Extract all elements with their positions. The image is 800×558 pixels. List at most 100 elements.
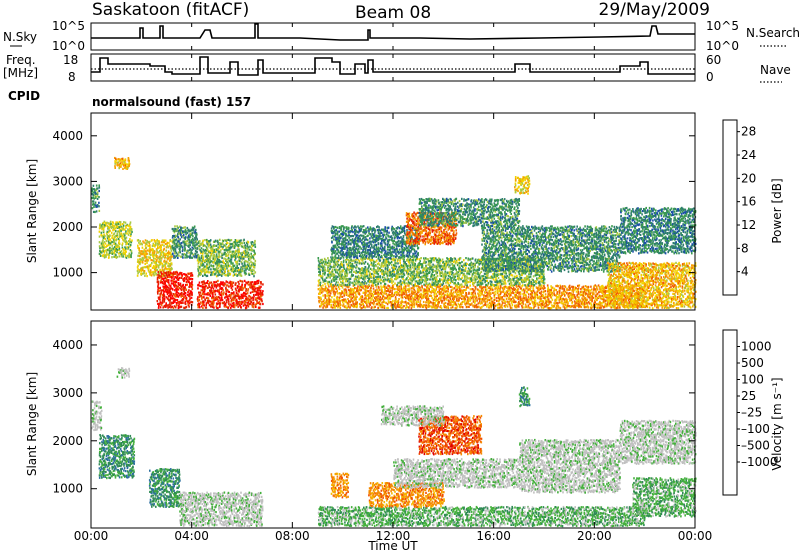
power-cell xyxy=(151,262,153,264)
nsky-label: N.Sky xyxy=(3,30,37,44)
power-cell xyxy=(342,296,344,298)
power-cell xyxy=(334,293,336,295)
power-cell xyxy=(491,300,493,302)
power-cell xyxy=(348,304,350,306)
power-cell xyxy=(259,301,261,303)
power-cell xyxy=(434,294,436,296)
power-cell xyxy=(175,276,177,278)
power-cell xyxy=(466,292,468,294)
power-cell xyxy=(169,274,171,276)
power-cell xyxy=(253,294,255,296)
power-cell xyxy=(361,307,363,309)
power-cell xyxy=(212,274,214,276)
power-cell xyxy=(428,288,430,290)
power-cell xyxy=(578,287,580,289)
power-cell xyxy=(109,235,111,237)
power-cell xyxy=(450,307,452,309)
power-cell xyxy=(400,304,402,306)
power-cell xyxy=(211,290,213,292)
power-cell xyxy=(255,306,257,308)
power-cell xyxy=(143,272,145,274)
power-cell xyxy=(176,274,178,276)
power-cell xyxy=(198,255,200,257)
power-cell xyxy=(520,293,522,295)
power-cell xyxy=(241,263,243,265)
power-cell xyxy=(518,296,520,298)
power-cell xyxy=(165,250,167,252)
power-cell xyxy=(160,281,162,283)
power-cell xyxy=(118,226,120,228)
power-cell xyxy=(445,294,447,296)
power-cell xyxy=(254,266,256,268)
power-cell xyxy=(397,303,399,305)
power-cell xyxy=(537,302,539,304)
power-cell xyxy=(382,291,384,293)
power-cell xyxy=(417,288,419,290)
power-cell xyxy=(343,282,345,284)
power-cell xyxy=(123,225,125,227)
power-cell xyxy=(125,251,127,253)
power-cell xyxy=(376,289,378,291)
power-cell xyxy=(153,265,155,267)
power-cell xyxy=(93,206,95,208)
power-cell xyxy=(585,292,587,294)
power-cell xyxy=(318,284,320,286)
power-cell xyxy=(143,257,145,259)
power-cell xyxy=(591,304,593,306)
power-cell xyxy=(142,267,144,269)
power-cell xyxy=(248,305,250,307)
power-cell xyxy=(116,244,118,246)
power-cell xyxy=(450,302,452,304)
power-cell xyxy=(98,202,100,204)
power-cell xyxy=(416,300,418,302)
power-cell xyxy=(485,300,487,302)
power-cell xyxy=(157,300,159,302)
power-cell xyxy=(232,289,234,291)
power-cell xyxy=(196,251,198,253)
power-cell xyxy=(382,304,384,306)
power-cell xyxy=(345,300,347,302)
power-cell xyxy=(347,278,349,280)
power-cell xyxy=(510,291,512,293)
power-cell xyxy=(253,297,255,299)
power-cell xyxy=(451,286,453,288)
power-cell xyxy=(169,302,171,304)
power-cell xyxy=(228,239,230,241)
power-cell xyxy=(452,298,454,300)
power-cell xyxy=(591,288,593,290)
power-cell xyxy=(401,304,403,306)
power-cell xyxy=(318,260,320,262)
power-cell xyxy=(343,303,345,305)
power-cell xyxy=(254,286,256,288)
power-cell xyxy=(480,295,482,297)
power-cell xyxy=(357,285,359,287)
power-cell xyxy=(332,269,334,271)
power-cell xyxy=(419,306,421,308)
power-cell xyxy=(161,254,163,256)
power-cell xyxy=(569,285,571,287)
power-cell xyxy=(213,288,215,290)
power-cell xyxy=(444,296,446,298)
power-cell xyxy=(190,254,192,256)
power-cell xyxy=(248,249,250,251)
power-cell xyxy=(153,274,155,276)
power-cell xyxy=(363,305,365,307)
power-cell xyxy=(206,263,208,265)
power-cell xyxy=(223,240,225,242)
power-cell xyxy=(334,274,336,276)
power-cell xyxy=(328,303,330,305)
power-cell xyxy=(322,295,324,297)
power-cell xyxy=(203,244,205,246)
power-cell xyxy=(562,293,564,295)
station-title: Saskatoon (fitACF) xyxy=(92,0,249,20)
power-cell xyxy=(125,225,127,227)
power-cell xyxy=(198,265,200,267)
power-cell xyxy=(204,266,206,268)
power-cell xyxy=(517,288,519,290)
power-cell xyxy=(494,302,496,304)
power-cell xyxy=(456,287,458,289)
power-cell xyxy=(373,300,375,302)
power-cell xyxy=(192,288,194,290)
nsearch-tick-bottom: 10^0 xyxy=(706,39,739,53)
